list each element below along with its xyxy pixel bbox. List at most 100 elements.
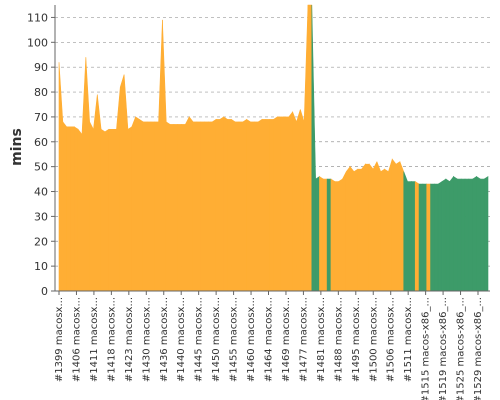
area-segment-1462 — [296, 109, 301, 292]
area-segment-1443 — [223, 116, 228, 292]
area-segment-1454 — [265, 119, 270, 292]
x-tick-label: #1455 macosx... — [229, 297, 240, 382]
y-tick-label: 20 — [34, 235, 48, 248]
area-segment-1488 — [395, 161, 401, 292]
area-segment-1474 — [342, 171, 347, 292]
y-axis-ticks: 0 10 20 30 40 50 60 70 80 90 100 110 — [27, 11, 55, 298]
y-tick-label: 50 — [34, 161, 48, 174]
area-segment-1477 — [353, 168, 359, 292]
area-segment-1468 — [319, 176, 324, 292]
area-segment-1485 — [384, 168, 389, 292]
x-tick-label: #1488 macosx... — [333, 297, 344, 382]
area-segment-1431 — [177, 124, 182, 292]
area-segment-1497 — [430, 183, 435, 292]
area-segment-1439 — [208, 121, 213, 292]
area-segment-1467 — [315, 176, 320, 292]
area-segment-1507 — [468, 178, 473, 292]
area-segment-1481 — [368, 163, 374, 292]
area-segment-1473 — [338, 178, 343, 292]
y-tick-label: 10 — [34, 260, 48, 273]
y-tick-label: 100 — [27, 36, 48, 49]
area-segment-1448 — [242, 118, 247, 292]
area-segment-1435 — [192, 121, 198, 292]
area-segment-1447 — [238, 121, 244, 292]
area-segment-1427 — [162, 19, 167, 292]
area-segment-1430 — [173, 124, 179, 292]
area-segment-1491 — [407, 181, 412, 292]
x-tick-label: #1464 macosx... — [264, 297, 275, 382]
area-segment-1501 — [445, 178, 450, 292]
area-segment-1450 — [250, 121, 255, 292]
area-segment-1493 — [414, 181, 420, 292]
area-segment-1444 — [227, 119, 232, 292]
area-segment-1406 — [81, 57, 87, 292]
area-segment-1476 — [349, 165, 355, 292]
x-tick-label: #1450 macosx... — [211, 297, 222, 382]
x-tick-label: #1477 macosx... — [298, 297, 309, 382]
area-segment-1423 — [146, 121, 152, 292]
area-segment-1460 — [288, 111, 293, 292]
x-tick-label: #1418 macosx... — [106, 297, 117, 382]
area-segment-1404 — [74, 126, 79, 292]
x-axis-ticks: #1399 macosx... #1406 macosx... #1411 maco… — [54, 291, 484, 400]
area-segment-1475 — [345, 165, 351, 292]
area-segment-1480 — [365, 163, 370, 292]
area-segment-1446 — [234, 121, 240, 292]
x-tick-label: #1399 macosx... — [54, 297, 65, 382]
area-segment-1499 — [437, 181, 443, 292]
area-segment-1438 — [204, 121, 209, 292]
area-segment-1445 — [231, 118, 236, 292]
area-segment-1464 — [303, 4, 309, 292]
x-tick-label: #1440 macosx... — [176, 297, 187, 382]
area-segment-1425 — [154, 121, 159, 292]
area-segment-1465 — [307, 4, 313, 292]
area-segment-1482 — [372, 161, 378, 292]
area-segment-1492 — [411, 181, 416, 292]
x-tick-label: #1511 macosx... — [403, 297, 414, 382]
area-segment-1403 — [70, 126, 75, 292]
y-tick-label: 110 — [27, 11, 48, 24]
x-tick-label: #1411 macosx... — [89, 297, 100, 382]
area-segment-1449 — [246, 118, 251, 292]
area-segment-1426 — [158, 19, 163, 292]
x-tick-label: #1529 macos-x86_... — [473, 297, 484, 400]
area-segment-1400 — [58, 62, 64, 292]
area-segment-1472 — [334, 181, 339, 292]
area-segment-1434 — [188, 116, 194, 292]
x-tick-label: #1430 macosx... — [141, 297, 152, 382]
area-segment-1440 — [211, 118, 217, 292]
area-segment-1463 — [300, 109, 305, 292]
area-segment-1422 — [142, 121, 148, 292]
area-segment-1478 — [357, 168, 362, 292]
area-segment-1419 — [131, 116, 136, 292]
y-tick-label: 70 — [34, 111, 48, 124]
area-segment-1415 — [116, 87, 121, 292]
area-segment-1451 — [254, 121, 259, 292]
area-segment-1502 — [449, 175, 454, 292]
area-segment-1456 — [273, 116, 278, 292]
y-tick-label: 60 — [34, 136, 48, 149]
area-segment-1420 — [135, 116, 140, 292]
area-segment-1413 — [108, 129, 113, 292]
y-tick-label: 90 — [34, 61, 48, 74]
area-segment-1452 — [257, 118, 263, 292]
area-segment-1508 — [472, 176, 477, 292]
area-segment-1494 — [418, 183, 424, 292]
area-segment-1479 — [361, 163, 366, 292]
area-segment-1505 — [460, 178, 466, 292]
area-segment-1442 — [219, 116, 225, 292]
x-tick-label: #1469 macosx... — [281, 297, 292, 382]
area-segment-1498 — [434, 183, 439, 292]
area-segment-1504 — [457, 178, 462, 292]
area-segment-1484 — [380, 168, 385, 292]
x-tick-label: #1436 macosx... — [159, 297, 170, 382]
area-segment-1487 — [391, 158, 397, 292]
x-tick-label: #1406 macosx... — [71, 297, 82, 382]
area-segment-1401 — [62, 121, 67, 292]
area-segment-1455 — [269, 119, 274, 292]
area-segment-1436 — [196, 121, 202, 292]
area-segment-1429 — [169, 124, 175, 292]
y-tick-label: 0 — [41, 285, 48, 298]
x-tick-label: #1495 macosx... — [351, 297, 362, 382]
area-segment-1458 — [280, 116, 286, 292]
